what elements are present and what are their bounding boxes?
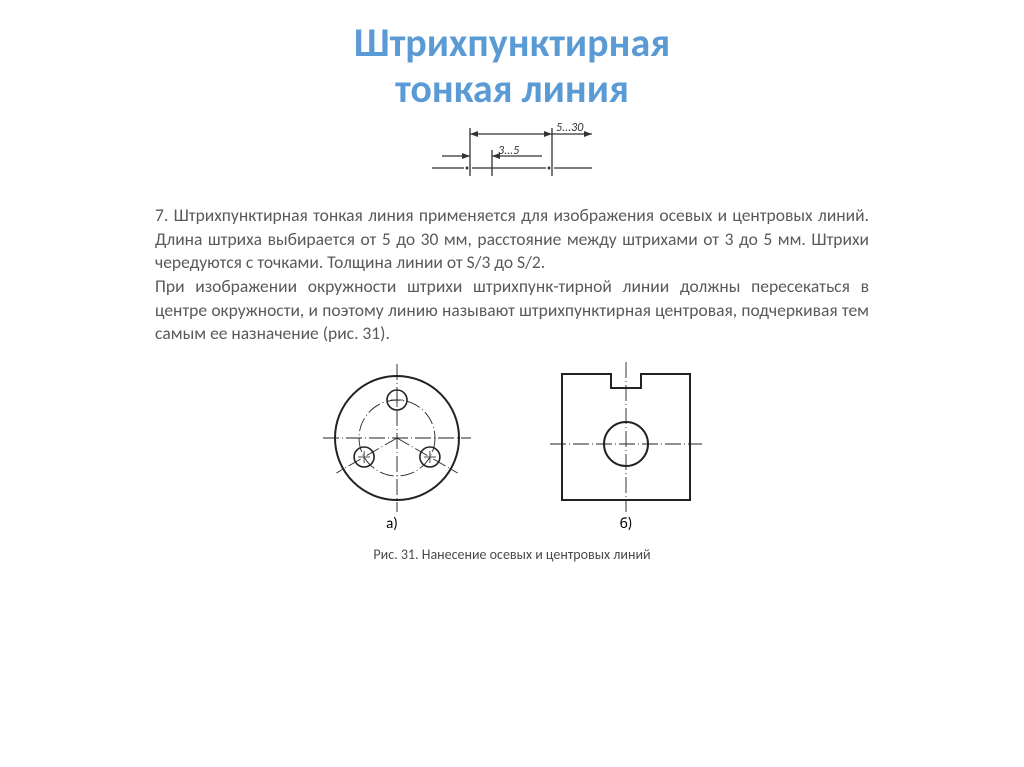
figure-31: а) б) Рис. 31. Нанесение осевых и центро… [0,360,1024,563]
figure-caption: Рис. 31. Нанесение осевых и центровых ли… [0,546,1024,563]
title-line-2: тонкая линия [395,64,629,113]
body-paragraph: 7. Штрихпунктирная тонкая линия применяе… [155,204,869,346]
dim-top-label: 5...30 [556,121,584,135]
dash-dimension-diagram: 5...30 3...5 [422,120,602,184]
title-line-1: Штрихпунктирная [354,18,670,67]
page-title: Штрихпунктирная тонкая линия [0,0,1024,112]
dim-bottom-label: 3...5 [498,144,519,158]
figure-b-label: б) [620,515,633,533]
figure-a-label: а) [386,515,398,533]
figure-31-svg: а) б) [262,360,762,535]
body-text-content: 7. Штрихпунктирная тонкая линия применяе… [155,204,869,344]
